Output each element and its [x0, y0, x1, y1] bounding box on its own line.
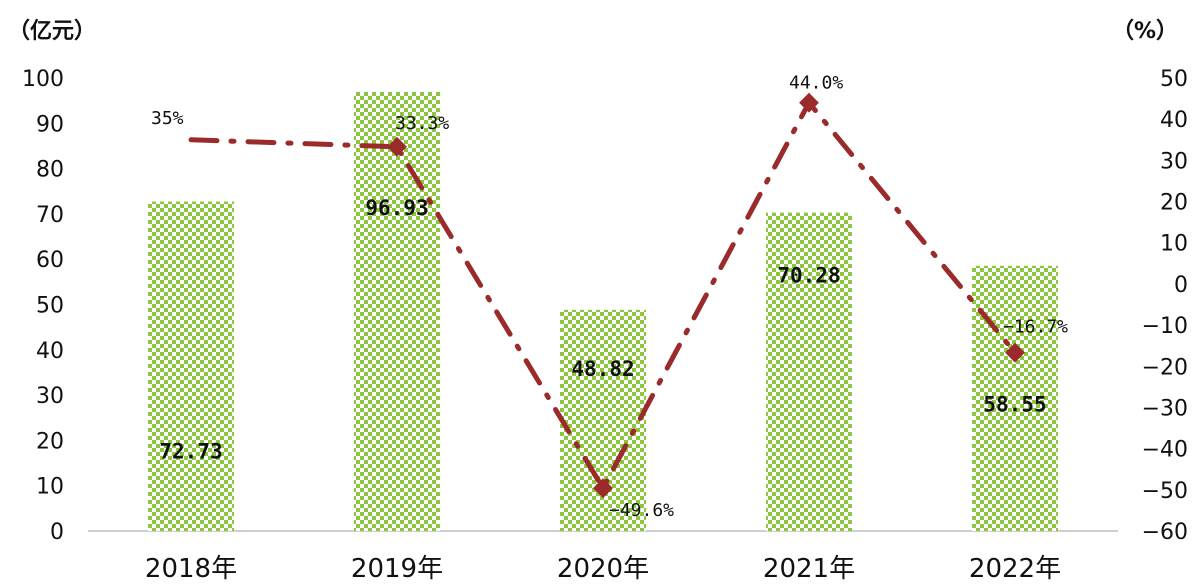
- left-tick-label: 10: [36, 475, 64, 500]
- bar-value-label: 70.28: [777, 264, 840, 288]
- bar-value-label: 72.73: [159, 440, 222, 464]
- bar: [972, 265, 1058, 531]
- line-value-label: 35%: [151, 108, 184, 129]
- right-tick-label: −20: [1142, 355, 1188, 380]
- line-value-label: −49.6%: [609, 500, 674, 521]
- line-point-marker: [593, 478, 613, 499]
- left-tick-label: 90: [36, 112, 64, 137]
- line-value-labels: 35% 33.3% −49.6% 44.0% −16.7%: [151, 73, 1068, 521]
- left-tick-label: 50: [36, 294, 64, 319]
- bar-value-label: 48.82: [571, 357, 634, 381]
- right-tick-label: 0: [1174, 273, 1188, 298]
- category-label: 2021年: [763, 554, 855, 584]
- bar-series: [148, 91, 1058, 532]
- right-axis-unit: （%）: [1112, 19, 1178, 44]
- bar: [354, 91, 440, 531]
- left-tick-label: 40: [36, 339, 64, 364]
- line-point-marker: [1005, 342, 1025, 363]
- right-tick-label: 10: [1160, 232, 1188, 257]
- left-tick-label: 60: [36, 248, 64, 273]
- right-tick-label: 30: [1160, 149, 1188, 174]
- right-tick-label: −30: [1142, 396, 1188, 421]
- category-label: 2019年: [351, 554, 443, 584]
- right-tick-label: 50: [1160, 67, 1188, 92]
- line-value-label: 44.0%: [789, 73, 843, 94]
- line-value-label: 33.3%: [395, 113, 449, 134]
- category-label: 2020年: [557, 554, 649, 584]
- right-tick-label: −40: [1142, 438, 1188, 463]
- left-tick-label: 0: [50, 520, 64, 545]
- bar-value-label: 96.93: [365, 196, 428, 220]
- left-tick-label: 30: [36, 384, 64, 409]
- left-axis-ticks: 0 10 20 30 40 50 60 70 80 90 100: [22, 67, 64, 545]
- right-tick-label: 40: [1160, 108, 1188, 133]
- line-series: [188, 92, 1025, 499]
- bar-value-labels: 72.73 96.93 48.82 70.28 58.55: [159, 196, 1046, 464]
- growth-rate-line: [188, 98, 1018, 494]
- left-tick-label: 100: [22, 67, 64, 92]
- left-tick-label: 80: [36, 158, 64, 183]
- left-tick-label: 70: [36, 203, 64, 228]
- bar: [766, 212, 852, 532]
- right-tick-label: 20: [1160, 191, 1188, 216]
- right-tick-label: −50: [1142, 479, 1188, 504]
- category-labels: 2018年 2019年 2020年 2021年 2022年: [145, 554, 1061, 584]
- right-tick-label: −10: [1142, 314, 1188, 339]
- left-axis-unit: （亿元）: [8, 19, 96, 44]
- category-label: 2018年: [145, 554, 237, 584]
- right-tick-label: −60: [1142, 520, 1188, 545]
- category-label: 2022年: [969, 554, 1061, 584]
- right-axis-ticks: −60 −50 −40 −30 −20 −10 0 10 20 30 40 50: [1142, 67, 1188, 545]
- bar: [148, 201, 234, 532]
- line-value-label: −16.7%: [1003, 317, 1068, 338]
- left-tick-label: 20: [36, 429, 64, 454]
- line-point-marker: [387, 136, 407, 157]
- bar-value-label: 58.55: [983, 393, 1046, 417]
